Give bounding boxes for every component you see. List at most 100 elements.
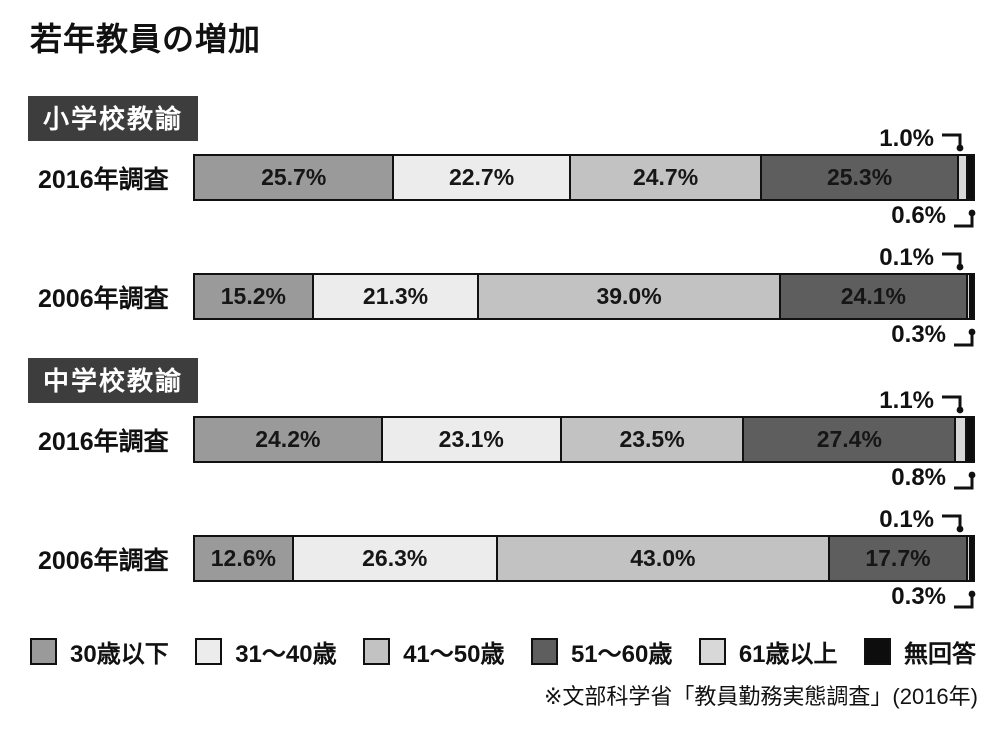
segment-value-label: 22.7% xyxy=(448,164,515,190)
survey-row: 1.1% 2016年調査 24.2% 23.1% 23.5% 27.4% 0.8% xyxy=(0,386,1006,493)
row-label: 2006年調査 xyxy=(38,284,169,313)
bar-segment: 22.7% xyxy=(392,156,569,199)
legend-item: 30歳以下 xyxy=(30,634,169,669)
legend-swatch xyxy=(698,638,726,665)
elbow-up-icon xyxy=(954,471,976,490)
elbow-up-icon xyxy=(954,590,976,609)
callout-top-label: 1.1% xyxy=(879,387,934,414)
survey-row: 1.0% 2016年調査 25.7% 22.7% 24.7% 25.3% 0.6% xyxy=(0,124,1006,231)
infographic-page: 若年教員の増加 小学校教諭 1.0% 2016年調査 25.7% 22.7% 24.7% 2… xyxy=(0,14,1006,711)
bar-segment: 27.4% xyxy=(742,418,955,461)
legend-item: 51〜60歳 xyxy=(530,634,673,669)
section-header-wrap: 中学校教諭 xyxy=(28,358,1006,403)
bar-segment: 23.1% xyxy=(380,418,560,461)
segment-value-label: 43.0% xyxy=(630,545,696,571)
bar-segment: 24.7% xyxy=(568,156,761,199)
legend-swatch xyxy=(363,638,391,665)
segment-value-label: 27.4% xyxy=(816,426,882,452)
segment-value-label: 21.3% xyxy=(362,283,429,309)
bar-segment: 25.3% xyxy=(760,156,957,199)
callout-top: 0.1% xyxy=(0,505,1006,535)
callout-bottom-label: 0.8% xyxy=(891,464,946,491)
legend-item: 31〜40歳 xyxy=(195,634,337,669)
section-header: 中学校教諭 xyxy=(28,358,199,403)
section-header: 小学校教諭 xyxy=(28,96,199,141)
callout-bottom: 0.3% xyxy=(0,320,1006,350)
legend: 30歳以下 31〜40歳 41〜50歳 51〜60歳 61歳以上 無回答 xyxy=(30,634,976,669)
elbow-down-icon xyxy=(942,395,964,414)
bar-segment xyxy=(965,275,969,318)
stacked-bar: 12.6% 26.3% 43.0% 17.7% xyxy=(193,535,975,582)
elbow-up-icon xyxy=(954,209,976,228)
bar-segment xyxy=(964,418,973,461)
bar-segment: 39.0% xyxy=(477,275,779,318)
segment-value-label: 12.6% xyxy=(210,545,276,571)
bar-row: 2016年調査 25.7% 22.7% 24.7% 25.3% xyxy=(0,154,1006,201)
elbow-down-icon xyxy=(942,133,964,152)
bar-segment xyxy=(966,156,974,199)
legend-swatch xyxy=(530,638,558,665)
row-label: 2016年調査 xyxy=(38,165,169,194)
bar-segment xyxy=(968,537,973,580)
bar-row: 2016年調査 24.2% 23.1% 23.5% 27.4% xyxy=(0,416,1006,463)
segment-value-label: 24.2% xyxy=(255,426,321,452)
legend-label: 無回答 xyxy=(904,641,976,668)
segment-value-label: 15.2% xyxy=(220,283,286,309)
row-label: 2006年調査 xyxy=(38,546,169,575)
bar-segment: 12.6% xyxy=(195,537,292,580)
callout-top: 1.1% xyxy=(0,386,1006,416)
legend-label: 30歳以下 xyxy=(70,641,169,668)
callout-bottom: 0.3% xyxy=(0,582,1006,612)
legend-label: 51〜60歳 xyxy=(570,641,673,668)
segment-value-label: 24.1% xyxy=(840,283,906,309)
legend-swatch xyxy=(195,638,223,665)
section-header-wrap: 小学校教諭 xyxy=(28,96,1006,141)
legend-item: 61歳以上 xyxy=(698,634,838,669)
segment-value-label: 25.3% xyxy=(826,164,893,190)
bar-segment: 43.0% xyxy=(495,537,828,580)
legend-item: 無回答 xyxy=(864,634,976,669)
bar-segment xyxy=(965,537,969,580)
callout-top-label: 0.1% xyxy=(879,506,934,533)
segment-value-label: 23.5% xyxy=(619,426,685,452)
bar-segment xyxy=(956,156,967,199)
bar-segment: 23.5% xyxy=(559,418,743,461)
stacked-bar: 25.7% 22.7% 24.7% 25.3% xyxy=(193,154,975,201)
legend-item: 41〜50歳 xyxy=(363,634,504,669)
bar-segment: 17.7% xyxy=(827,537,966,580)
survey-row: 0.1% 2006年調査 15.2% 21.3% 39.0% 24.1% 0.3% xyxy=(0,243,1006,350)
bar-segment: 21.3% xyxy=(311,275,478,318)
bar-segment xyxy=(968,275,973,318)
bar-segment xyxy=(954,418,965,461)
chart-title: 若年教員の増加 xyxy=(30,21,262,57)
legend-swatch xyxy=(30,638,57,665)
bar-segment: 24.1% xyxy=(778,275,966,318)
callout-top: 0.1% xyxy=(0,243,1006,273)
stacked-bar: 15.2% 21.3% 39.0% 24.1% xyxy=(193,273,975,320)
segment-value-label: 24.7% xyxy=(632,164,699,190)
segment-value-label: 26.3% xyxy=(362,545,428,571)
segment-value-label: 23.1% xyxy=(438,426,504,452)
source-note: ※文部科学省「教員勤務実態調査」(2016年) xyxy=(543,684,978,709)
legend-swatch xyxy=(864,638,891,665)
bar-segment: 25.7% xyxy=(195,156,393,199)
bar-segment: 26.3% xyxy=(291,537,496,580)
callout-bottom-label: 0.3% xyxy=(891,583,946,610)
callout-top-label: 1.0% xyxy=(879,125,934,152)
callout-bottom: 0.6% xyxy=(0,201,1006,231)
callout-bottom-label: 0.3% xyxy=(891,321,946,348)
bar-row: 2006年調査 15.2% 21.3% 39.0% 24.1% xyxy=(0,273,1006,320)
survey-row: 0.1% 2006年調査 12.6% 26.3% 43.0% 17.7% 0.3% xyxy=(0,505,1006,612)
segment-value-label: 39.0% xyxy=(596,283,662,309)
bar-row: 2006年調査 12.6% 26.3% 43.0% 17.7% xyxy=(0,535,1006,582)
segment-value-label: 17.7% xyxy=(865,545,931,571)
bar-segment: 24.2% xyxy=(195,418,381,461)
legend-label: 31〜40歳 xyxy=(235,641,337,668)
segment-value-label: 25.7% xyxy=(261,164,327,190)
legend-label: 41〜50歳 xyxy=(403,641,505,668)
elbow-up-icon xyxy=(954,328,976,347)
elbow-down-icon xyxy=(942,514,964,533)
callout-bottom-label: 0.6% xyxy=(891,202,946,229)
callout-top: 1.0% xyxy=(0,124,1006,154)
callout-bottom: 0.8% xyxy=(0,463,1006,493)
